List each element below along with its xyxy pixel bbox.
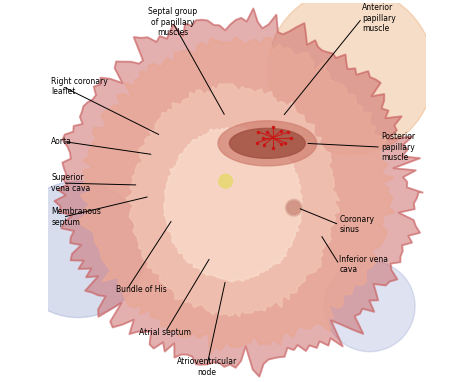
Text: Septal group
of papillary
muscles: Septal group of papillary muscles xyxy=(148,7,197,37)
Text: Membranous
septum: Membranous septum xyxy=(51,207,101,227)
Text: Coronary
sinus: Coronary sinus xyxy=(339,215,374,235)
Polygon shape xyxy=(55,8,423,377)
Polygon shape xyxy=(164,127,302,282)
Circle shape xyxy=(219,174,232,188)
Polygon shape xyxy=(127,84,339,316)
Polygon shape xyxy=(218,121,317,166)
Circle shape xyxy=(287,201,301,215)
Polygon shape xyxy=(78,37,394,354)
Text: Right coronary
leaflet: Right coronary leaflet xyxy=(51,77,108,96)
Circle shape xyxy=(267,0,434,155)
Circle shape xyxy=(324,261,415,352)
Text: Aorta: Aorta xyxy=(51,137,72,146)
Text: Anterior
papillary
muscle: Anterior papillary muscle xyxy=(362,3,396,33)
Text: Atrioventricular
node: Atrioventricular node xyxy=(177,357,237,377)
Text: Superior
vena cava: Superior vena cava xyxy=(51,173,91,193)
Circle shape xyxy=(285,199,302,216)
Text: Atrial septum: Atrial septum xyxy=(139,328,191,337)
Circle shape xyxy=(9,181,146,317)
Text: Posterior
papillary
muscle: Posterior papillary muscle xyxy=(381,132,415,162)
Text: Inferior vena
cava: Inferior vena cava xyxy=(339,255,388,274)
Polygon shape xyxy=(229,128,305,158)
Text: Bundle of His: Bundle of His xyxy=(116,285,166,294)
